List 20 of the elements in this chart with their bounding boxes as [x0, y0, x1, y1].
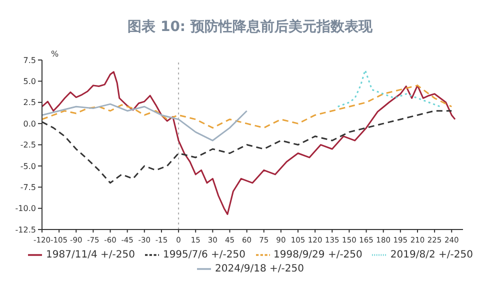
line-series: [337, 69, 441, 108]
y-tick-label: -2.5: [20, 140, 36, 150]
y-tick-label: -10.0: [15, 204, 36, 214]
y-axis-title: %: [51, 50, 59, 59]
legend-label: 2024/9/18 +/-250: [215, 264, 304, 275]
y-tick-label: 5.0: [23, 77, 36, 86]
line-series: [42, 103, 248, 142]
y-tick-label: -12.5: [15, 225, 36, 234]
legend-label: 1987/11/4 +/-250: [46, 249, 135, 260]
legend-label: 1995/7/6 +/-250: [162, 249, 246, 260]
line-series: [42, 71, 456, 216]
chart-title: 图表 10: 预防性降息前后美元指数表现: [126, 18, 374, 37]
y-tick-label: 7.5: [23, 56, 36, 65]
legend-label: 1998/9/29 +/-250: [274, 249, 362, 260]
line-series: [42, 84, 452, 129]
legend-label: 2019/8/2 +/-250: [390, 249, 473, 260]
y-tick-label: -7.5: [20, 182, 36, 192]
y-tick-label: 0.0: [23, 119, 36, 128]
y-tick-label: 2.5: [23, 98, 36, 108]
y-tick-label: -5.0: [20, 162, 36, 171]
